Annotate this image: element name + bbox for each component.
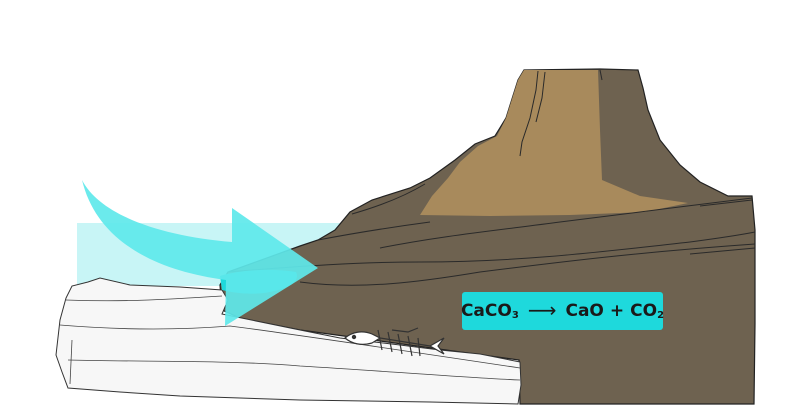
chemical-equation: CaCO3 ⟶ CaO + CO2 (460, 292, 665, 330)
mountain-ridges (227, 69, 756, 286)
reactant-formula: CaCO3 (460, 301, 519, 321)
fish-fossil-icon (344, 327, 445, 357)
plus-sign: + (609, 301, 625, 321)
limestone-strata (59, 295, 521, 385)
product-cao: CaO (565, 301, 604, 321)
heat-arrow-icon (82, 180, 318, 326)
mountain-sunlit-face (420, 70, 688, 216)
reaction-arrow-icon: ⟶ (527, 298, 557, 322)
product-co2: CO2 (630, 301, 665, 321)
